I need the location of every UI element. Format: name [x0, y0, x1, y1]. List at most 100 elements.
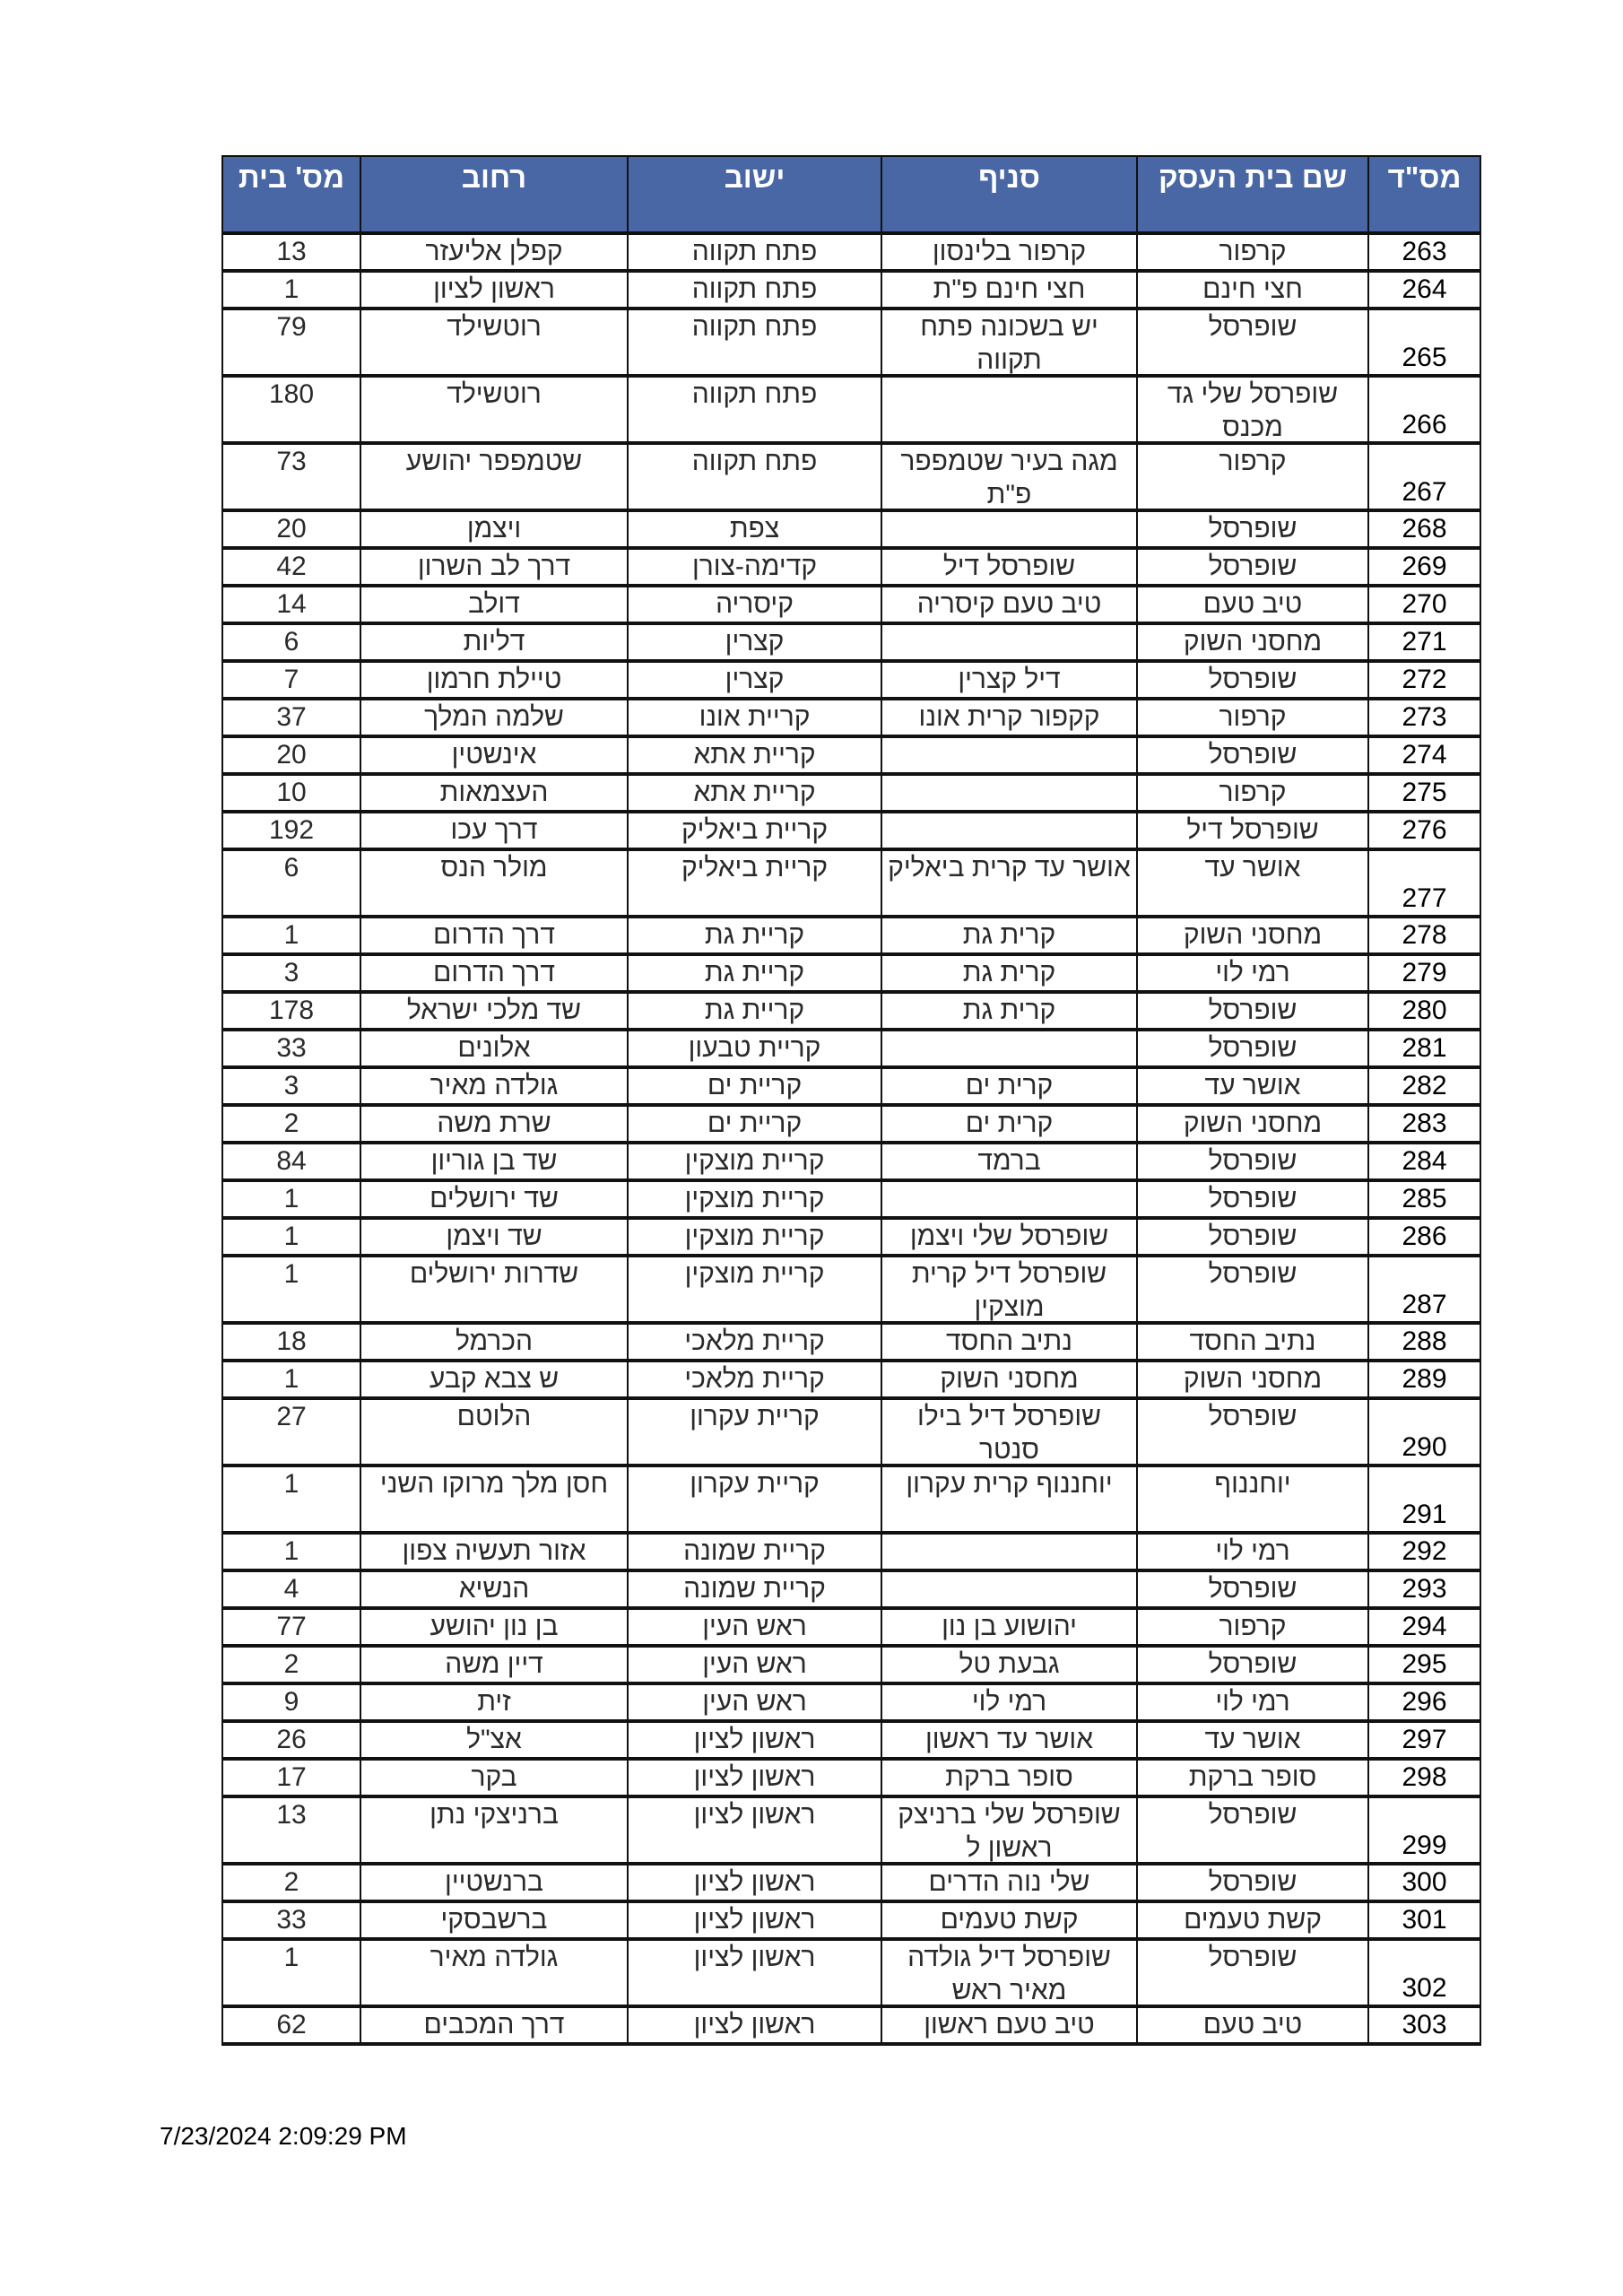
- cell-city: קריית עקרון: [627, 1398, 882, 1467]
- cell-house-number: 27: [221, 1398, 361, 1467]
- cell-serial: 297: [1367, 1721, 1481, 1761]
- cell-house-number: 13: [221, 233, 361, 273]
- cell-house-number-text: 192: [268, 815, 315, 845]
- cell-business-name-text: אושר עד: [1204, 1071, 1301, 1100]
- table-header: מס"ד שם בית העסק סניף ישוב רחוב מס' בית: [221, 155, 1481, 235]
- cell-house-number: 1: [221, 1256, 361, 1325]
- cell-street-text: בן נון יהושע: [430, 1612, 559, 1641]
- table-row: 281 שופרסל קריית טבעון אלונים 33: [221, 1030, 1481, 1069]
- cell-serial: 271: [1367, 623, 1481, 663]
- cell-business-name-text: מחסני השוק: [1183, 920, 1323, 950]
- table-row: 288 נתיב החסד נתיב החסד קריית מלאכי הכרמל 18: [221, 1323, 1481, 1362]
- cell-city-text: קריית שמונה: [683, 1574, 826, 1604]
- cell-city: קריית שמונה: [627, 1570, 882, 1610]
- cell-city-text: קריית גת: [704, 958, 805, 987]
- cell-serial: 301: [1367, 1901, 1481, 1941]
- cell-business-name-text: שופרסל: [1208, 1259, 1298, 1289]
- cell-branch: מגה בעיר שטמפפר פ"ת: [881, 443, 1138, 512]
- cell-city: קריית אונו: [627, 699, 882, 738]
- cell-branch: סופר ברקת: [881, 1759, 1138, 1798]
- cell-business-name-text: שופרסל: [1208, 312, 1298, 342]
- cell-serial: 279: [1367, 954, 1481, 994]
- cell-branch-text: קשת טעמים: [940, 1905, 1079, 1935]
- cell-business-name-text: שופרסל שלי גד מכנס: [1167, 379, 1339, 441]
- cell-street: דרך הדרום: [360, 954, 629, 994]
- cell-house-number-text: 1: [283, 1259, 299, 1289]
- cell-branch: קרית ים: [881, 1105, 1138, 1144]
- table-row: 269 שופרסל שופרסל דיל קדימה-צורן דרך לב השרו…: [221, 548, 1481, 587]
- cell-business-name-text: קרפור: [1219, 1612, 1287, 1641]
- cell-city-text: קריית ים: [707, 1071, 803, 1100]
- cell-business-name: קרפור: [1136, 774, 1369, 813]
- cell-serial-text: 299: [1402, 1831, 1447, 1860]
- cell-branch-text: שופרסל דיל גולדה מאיר ראש: [907, 1943, 1111, 2005]
- cell-city-text: קריית עקרון: [690, 1469, 820, 1499]
- cell-branch-text: מחסני השוק: [940, 1364, 1079, 1394]
- cell-house-number-text: 2: [283, 1109, 299, 1138]
- cell-branch-text: סופר ברקת: [945, 1762, 1073, 1792]
- cell-house-number: 6: [221, 623, 361, 663]
- cell-house-number: 6: [221, 849, 361, 918]
- cell-business-name: שופרסל: [1136, 1570, 1369, 1610]
- cell-branch: שופרסל דיל קרית מוצקין: [881, 1256, 1138, 1325]
- cell-city-text: ראשון לציון: [693, 1867, 816, 1897]
- cell-house-number: 1: [221, 1465, 361, 1535]
- cell-street-text: גולדה מאיר: [430, 1071, 559, 1100]
- cell-branch: שופרסל דיל בילו סנטר: [881, 1398, 1138, 1467]
- cell-branch-text: דיל קצרין: [958, 665, 1061, 694]
- cell-street-text: דליות: [463, 627, 525, 657]
- cell-serial: 263: [1367, 233, 1481, 273]
- cell-house-number-text: 77: [276, 1612, 307, 1641]
- cell-street: העצמאות: [360, 774, 629, 813]
- cell-street-text: שד מלכי ישראל: [406, 996, 582, 1025]
- cell-city: קיסריה: [627, 586, 882, 625]
- cell-house-number: 3: [221, 954, 361, 994]
- cell-serial-text: 295: [1402, 1649, 1447, 1679]
- cell-business-name-text: אושר עד: [1204, 853, 1301, 883]
- cell-business-name: שופרסל: [1136, 1646, 1369, 1685]
- cell-business-name: קשת טעמים: [1136, 1901, 1369, 1941]
- header-city: ישוב: [627, 155, 882, 235]
- cell-business-name-text: טיב טעם: [1202, 589, 1303, 619]
- cell-house-number-text: 180: [268, 379, 315, 409]
- cell-serial: 299: [1367, 1796, 1481, 1866]
- cell-street: טיילת חרמון: [360, 661, 629, 700]
- table-row: 265 שופרסל יש בשכונה פתח תקווה פתח תקווה רוט…: [221, 309, 1481, 378]
- cell-business-name: שופרסל שלי גד מכנס: [1136, 376, 1369, 445]
- cell-branch: אושר עד ראשון: [881, 1721, 1138, 1761]
- cell-street-text: שדרות ירושלים: [409, 1259, 579, 1289]
- cell-house-number-text: 17: [276, 1762, 307, 1792]
- cell-serial: 267: [1367, 443, 1481, 512]
- cell-house-number: 4: [221, 1570, 361, 1610]
- cell-city-text: קריית ביאליק: [681, 853, 829, 883]
- cell-branch: חצי חינם פ"ת: [881, 271, 1138, 310]
- cell-serial-text: 273: [1402, 702, 1447, 732]
- table-row: 284 שופרסל ברמד קריית מוצקין שד בן גוריון 84: [221, 1143, 1481, 1182]
- cell-business-name-text: שופרסל: [1208, 1649, 1298, 1679]
- cell-branch: קרית ים: [881, 1067, 1138, 1107]
- cell-house-number-text: 37: [276, 702, 307, 732]
- cell-street: אלונים: [360, 1030, 629, 1069]
- cell-branch: רמי לוי: [881, 1683, 1138, 1723]
- cell-city: ראשון לציון: [627, 1939, 882, 2008]
- cell-street: הלוטם: [360, 1398, 629, 1467]
- cell-house-number: 17: [221, 1759, 361, 1798]
- cell-house-number: 79: [221, 309, 361, 378]
- cell-serial: 270: [1367, 586, 1481, 625]
- cell-street: קפלן אליעזר: [360, 233, 629, 273]
- cell-street: ברניצקי נתן: [360, 1796, 629, 1866]
- cell-serial: 273: [1367, 699, 1481, 738]
- cell-business-name: קרפור: [1136, 443, 1369, 512]
- cell-business-name: שופרסל: [1136, 661, 1369, 700]
- cell-business-name-text: שופרסל: [1208, 665, 1298, 694]
- table-row: 280 שופרסל קרית גת קריית גת שד מלכי ישראל 178: [221, 992, 1481, 1031]
- cell-business-name: שופרסל: [1136, 1218, 1369, 1257]
- cell-house-number: 37: [221, 699, 361, 738]
- cell-city: ראשון לציון: [627, 1721, 882, 1761]
- cell-city-text: ראשון לציון: [693, 2010, 816, 2039]
- cell-branch-text: קרית ים: [965, 1071, 1054, 1100]
- cell-house-number-text: 73: [276, 447, 307, 476]
- cell-city: קריית מוצקין: [627, 1256, 882, 1325]
- cell-street: ויצמן: [360, 510, 629, 550]
- cell-city: קריית ים: [627, 1105, 882, 1144]
